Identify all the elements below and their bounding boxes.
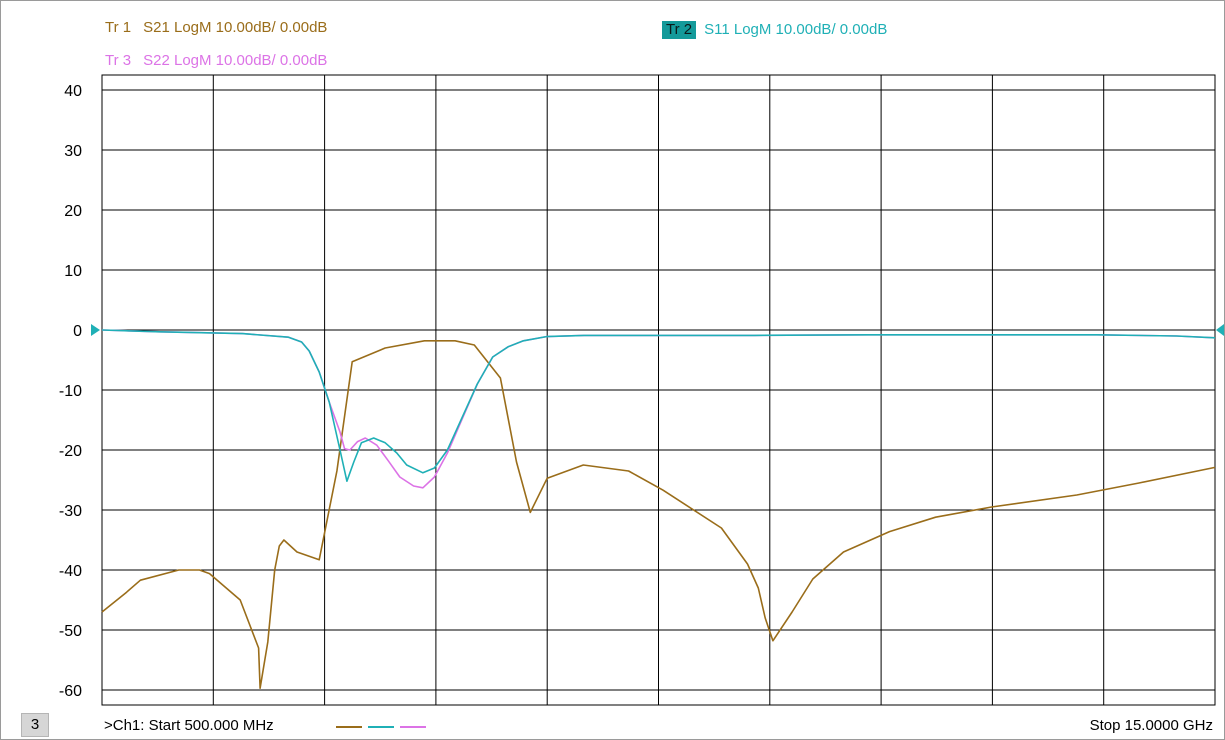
y-tick-label: 0 (73, 323, 82, 340)
trace-3-swatch (400, 726, 426, 728)
trace-3-number: Tr 3 (105, 52, 132, 69)
right-reference-marker[interactable] (1216, 324, 1224, 336)
trace-lines (101, 329, 1216, 690)
y-tick-label: 30 (64, 143, 82, 160)
measurement-plot: 40 30 20 10 0 -10 -20 -30 -40 -50 -60 (59, 74, 1224, 706)
trace-2-format: S11 LogM 10.00dB/ 0.00dB (704, 21, 888, 38)
channel-status-bar: 3 >Ch1: Start 500.000 MHz Stop 15.0000 G… (0, 712, 1225, 740)
y-tick-label: 40 (64, 83, 82, 100)
y-tick-label: -40 (59, 563, 82, 580)
trace-3-format: S22 LogM 10.00dB/ 0.00dB (143, 52, 328, 69)
reference-markers (91, 324, 1224, 336)
trace-1-number: Tr 1 (105, 19, 132, 36)
y-tick-label: -10 (59, 383, 82, 400)
start-frequency[interactable]: >Ch1: Start 500.000 MHz (104, 717, 274, 734)
left-reference-marker[interactable] (91, 324, 100, 336)
trace-s11-line (101, 329, 1216, 483)
grid-lines (101, 74, 1216, 706)
trace-3-label[interactable]: Tr 3 S22 LogM 10.00dB/ 0.00dB (101, 52, 327, 70)
y-tick-label: 20 (64, 203, 82, 220)
trace-1-format: S21 LogM 10.00dB/ 0.00dB (143, 19, 328, 36)
trace-2-swatch (368, 726, 394, 728)
y-axis-ticks: 40 30 20 10 0 -10 -20 -30 -40 -50 -60 (59, 83, 82, 700)
trace-2-label[interactable]: Tr 2 S11 LogM 10.00dB/ 0.00dB (662, 21, 887, 39)
trace-1-label[interactable]: Tr 1 S21 LogM 10.00dB/ 0.00dB (101, 19, 327, 37)
trace-2-number-active: Tr 2 (662, 21, 697, 39)
y-tick-label: -30 (59, 503, 82, 520)
channel-window-number[interactable]: 3 (21, 713, 49, 737)
y-tick-label: 10 (64, 263, 82, 280)
trace-1-swatch (336, 726, 362, 728)
y-tick-label: -50 (59, 623, 82, 640)
stop-frequency[interactable]: Stop 15.0000 GHz (1089, 717, 1213, 734)
y-tick-label: -20 (59, 443, 82, 460)
y-tick-label: -60 (59, 683, 82, 700)
trace-s21-line (101, 339, 1216, 690)
